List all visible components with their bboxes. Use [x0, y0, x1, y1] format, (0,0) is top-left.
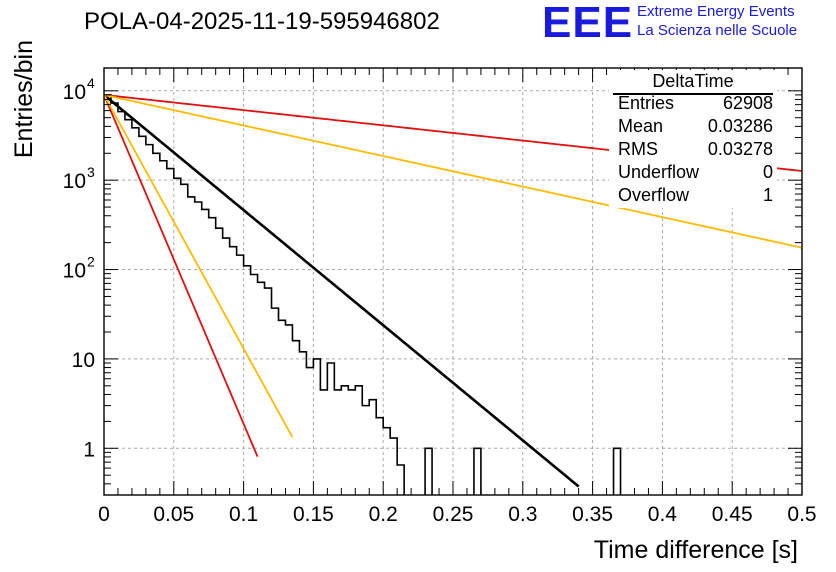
x-axis-label: Time difference [s] [594, 536, 798, 564]
stats-label: Overflow [618, 185, 690, 205]
y-tick-exponent: 3 [87, 164, 95, 180]
x-tick-label: 0.25 [433, 503, 474, 526]
x-tick-label: 0.45 [712, 503, 753, 526]
x-tick-label: 0.15 [293, 503, 334, 526]
y-tick-label: 10 [63, 81, 86, 104]
curve-medium [104, 94, 802, 249]
x-tick-label: 0.4 [648, 503, 678, 526]
stats-label: Entries [618, 93, 675, 113]
curve-fast [104, 94, 259, 458]
x-tick-label: 0.05 [153, 503, 194, 526]
x-tick-label: 0 [98, 503, 110, 526]
stats-label: Mean [618, 116, 664, 136]
logo-subtitle-1: Extreme Energy Events [637, 3, 795, 20]
x-tick-label: 0.35 [572, 503, 613, 526]
curve-mid-fast [104, 94, 294, 438]
stats-title: DeltaTime [652, 71, 734, 91]
logo-subtitle-2: La Scienza nelle Scuole [637, 22, 798, 39]
stats-label: RMS [618, 139, 658, 159]
stats-value: 1 [762, 185, 773, 205]
stats-value: 62908 [722, 93, 773, 113]
y-tick-exponent: 4 [87, 75, 95, 91]
y-axis-label: Entries/bin [10, 40, 38, 158]
y-tick-label: 10 [72, 349, 95, 372]
x-tick-label: 0.3 [508, 503, 537, 526]
stats-row-mean: Mean 0.03286 [618, 116, 773, 138]
stats-row-rms: RMS 0.03278 [618, 139, 773, 161]
histogram-outline [104, 94, 622, 495]
x-tick-label: 0.1 [229, 503, 258, 526]
stats-row-overflow: Overflow 1 [618, 185, 773, 207]
curve-fit [104, 93, 580, 488]
stats-row-entries: Entries 62908 [618, 93, 773, 115]
y-tick-label: 1 [83, 438, 95, 461]
y-tick-exponent: 2 [87, 254, 95, 270]
x-tick-label: 0.2 [369, 503, 398, 526]
y-tick-label: 10 [63, 260, 86, 283]
stats-value: 0.03278 [707, 139, 773, 159]
stats-value: 0 [762, 162, 773, 182]
stats-value: 0.03286 [707, 116, 773, 136]
stats-box: DeltaTime Entries 62908 Mean 0.03286 RMS… [609, 70, 777, 208]
stats-divider [613, 93, 773, 95]
x-tick-label: 0.5 [787, 503, 816, 526]
y-tick-label: 10 [63, 170, 86, 193]
chart-title: POLA-04-2025-11-19-595946802 [84, 8, 440, 35]
stats-label: Underflow [618, 162, 700, 182]
eee-logo: EEE [542, 0, 634, 47]
stats-row-underflow: Underflow 0 [618, 162, 773, 184]
